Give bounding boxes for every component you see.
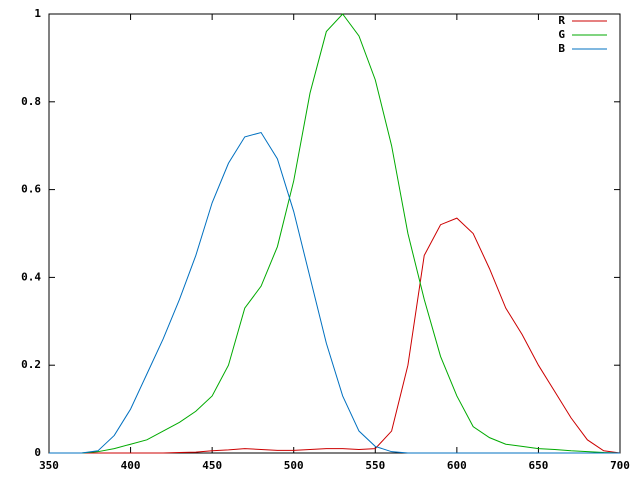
series-line <box>49 217 621 454</box>
y-tick-label: 0.8 <box>21 95 41 108</box>
x-tick-label: 350 <box>39 459 59 472</box>
plot-frame <box>48 13 621 454</box>
x-tick-label: 650 <box>528 459 548 472</box>
y-tick-label: 1 <box>34 7 41 20</box>
legend-label: B <box>558 42 565 55</box>
x-tick-label: 700 <box>610 459 630 472</box>
legend-label: G <box>558 28 565 41</box>
series-line <box>49 13 621 454</box>
y-tick-label: 0.2 <box>21 358 41 371</box>
y-tick-label: 0.6 <box>21 183 41 196</box>
series-line <box>49 131 620 454</box>
y-tick-label: 0 <box>34 446 41 459</box>
x-tick-label: 550 <box>365 459 385 472</box>
x-tick-label: 500 <box>284 459 304 472</box>
x-tick-label: 450 <box>202 459 222 472</box>
y-tick-label: 0.4 <box>21 270 41 283</box>
x-tick-label: 400 <box>121 459 141 472</box>
legend-label: R <box>558 14 565 27</box>
x-tick-label: 600 <box>447 459 467 472</box>
